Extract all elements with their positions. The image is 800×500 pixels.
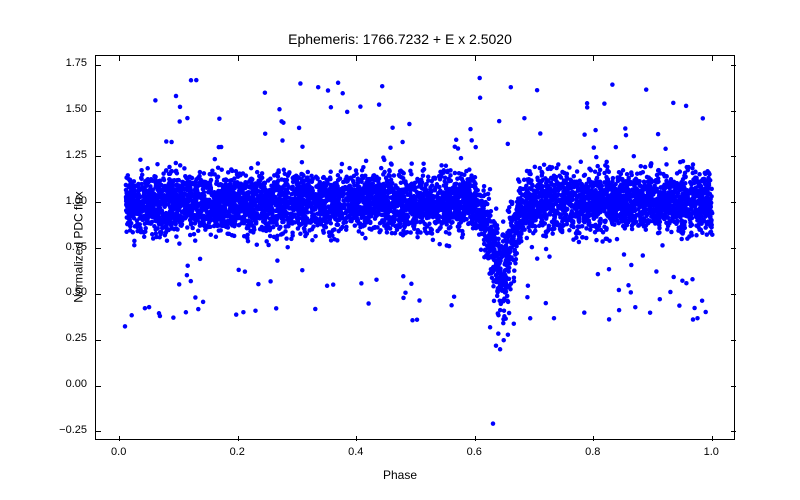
x-tick-label: 0.4: [336, 446, 376, 458]
scatter-layer: [96, 56, 736, 441]
x-tick-label: 0.8: [573, 446, 613, 458]
chart-container: Ephemeris: 1766.7232 + E x 2.5020 Normal…: [0, 0, 800, 500]
x-tick-label: 0.2: [217, 446, 257, 458]
y-tick-label: 0.25: [47, 332, 87, 344]
y-tick-label: 1.00: [47, 195, 87, 207]
y-tick-label: 0.50: [47, 286, 87, 298]
x-tick-label: 1.0: [691, 446, 731, 458]
y-tick-label: 0.00: [47, 378, 87, 390]
plot-area: [95, 55, 735, 440]
y-tick-label: 0.75: [47, 241, 87, 253]
y-tick-label: 1.75: [47, 57, 87, 69]
y-tick-label: −0.25: [47, 424, 87, 436]
chart-title: Ephemeris: 1766.7232 + E x 2.5020: [0, 31, 800, 47]
x-tick-label: 0.6: [454, 446, 494, 458]
y-tick-label: 1.50: [47, 103, 87, 115]
y-tick-label: 1.25: [47, 149, 87, 161]
x-tick-label: 0.0: [99, 446, 139, 458]
x-axis-label: Phase: [0, 468, 800, 482]
